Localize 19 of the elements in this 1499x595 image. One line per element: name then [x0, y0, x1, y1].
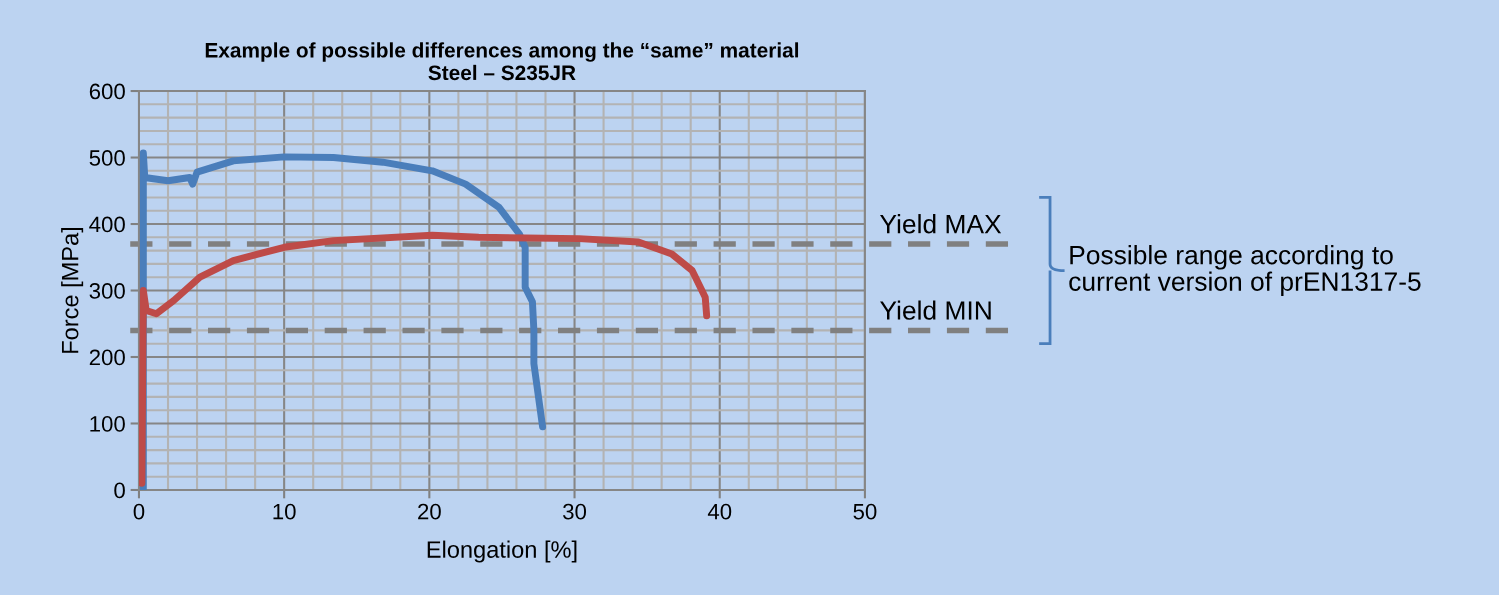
y-tick-label: 300 — [89, 283, 125, 299]
y-axis-title: Force [MPa] — [61, 227, 84, 353]
x-tick-label: 30 — [563, 503, 587, 520]
y-tick-label: 500 — [89, 150, 125, 166]
ref-line-label: Yield MAX — [880, 214, 1002, 234]
y-tick-label: 100 — [90, 416, 125, 432]
x-tick-label: 20 — [418, 503, 441, 520]
chart-title: Example of possible differences among the “same” material Steel – S235JR — [205, 42, 799, 81]
x-tick-label: 50 — [853, 503, 877, 520]
x-tick-label: 40 — [707, 503, 732, 520]
ref-line-label: Yield MIN — [880, 300, 991, 320]
y-tick-label: 0 — [114, 482, 125, 499]
text: Possible range according to current version of prEN1317-5 — [1069, 245, 1421, 297]
x-tick-label: 10 — [273, 503, 296, 520]
y-tick-label: 200 — [89, 349, 125, 366]
x-axis-title: Elongation [%] — [427, 540, 577, 563]
y-tick-label: 400 — [89, 216, 125, 233]
y-tick-label: 600 — [89, 83, 125, 100]
x-tick-label: 0 — [133, 503, 145, 520]
